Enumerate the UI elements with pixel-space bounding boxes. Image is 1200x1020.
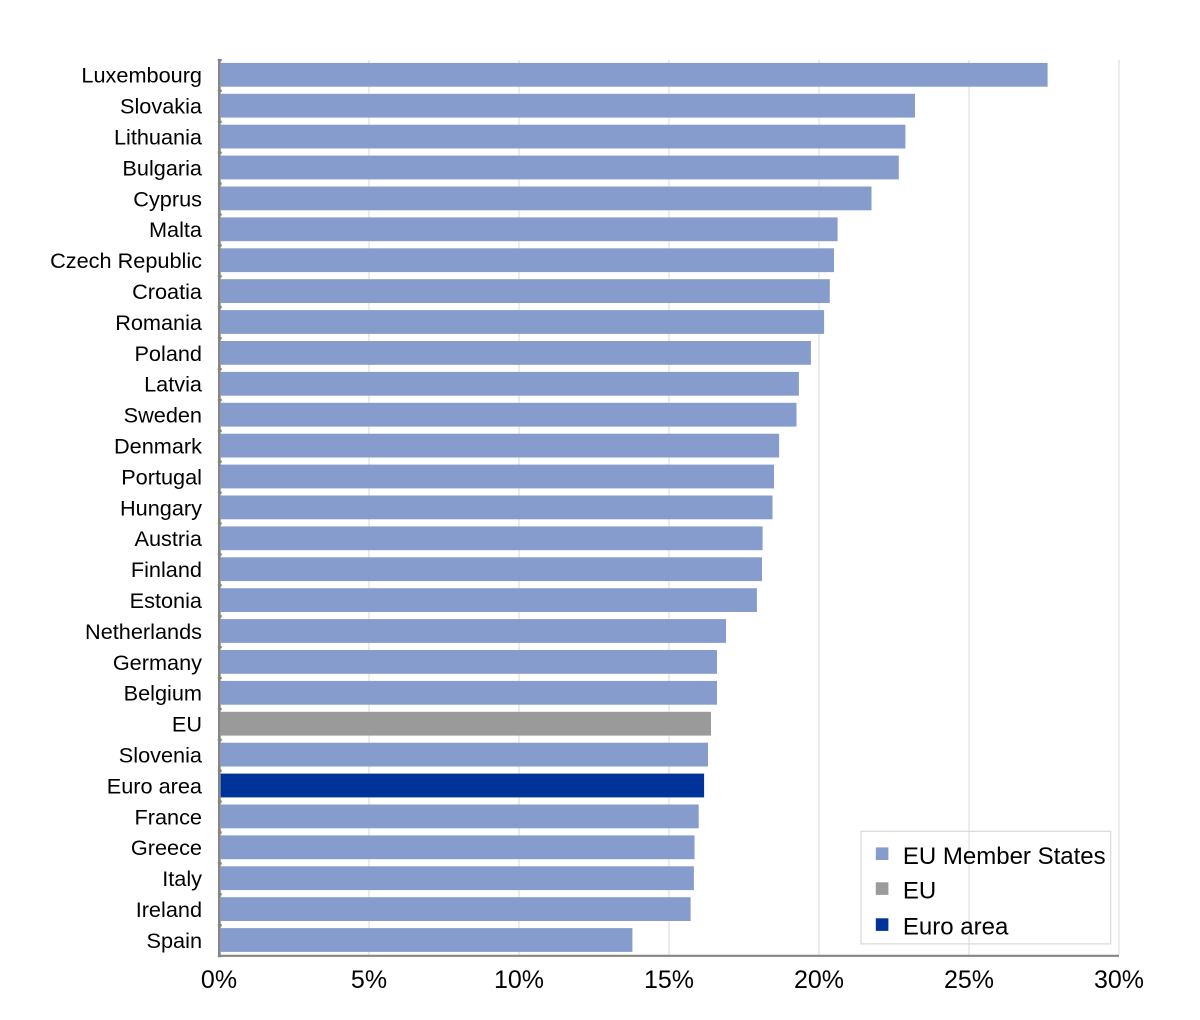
svg-text:Spain: Spain: [147, 928, 202, 953]
svg-text:Euro area: Euro area: [903, 914, 1009, 941]
svg-text:Slovenia: Slovenia: [119, 742, 203, 767]
svg-text:Netherlands: Netherlands: [85, 619, 202, 644]
svg-text:Slovakia: Slovakia: [120, 94, 203, 119]
svg-text:Romania: Romania: [115, 310, 203, 335]
svg-text:Poland: Poland: [134, 341, 202, 366]
svg-text:France: France: [135, 804, 203, 829]
svg-text:10%: 10%: [494, 966, 544, 994]
svg-text:EU: EU: [172, 712, 202, 737]
svg-text:Estonia: Estonia: [130, 588, 203, 613]
svg-text:Luxembourg: Luxembourg: [81, 63, 202, 88]
svg-text:Czech Republic: Czech Republic: [50, 248, 202, 273]
svg-text:Finland: Finland: [131, 557, 202, 582]
svg-text:Germany: Germany: [113, 650, 202, 675]
svg-text:Sweden: Sweden: [124, 403, 202, 428]
svg-text:5%: 5%: [351, 966, 387, 994]
svg-text:20%: 20%: [794, 966, 844, 994]
svg-text:Croatia: Croatia: [132, 279, 203, 304]
svg-text:30%: 30%: [1094, 966, 1144, 994]
svg-text:Euro area: Euro area: [107, 773, 203, 798]
svg-text:EU: EU: [903, 878, 936, 905]
svg-text:Cyprus: Cyprus: [133, 186, 202, 211]
svg-text:Denmark: Denmark: [114, 433, 202, 458]
svg-text:Bulgaria: Bulgaria: [122, 155, 203, 180]
svg-text:25%: 25%: [944, 966, 994, 994]
svg-text:Portugal: Portugal: [121, 464, 202, 489]
svg-text:Lithuania: Lithuania: [114, 124, 203, 149]
svg-text:Italy: Italy: [162, 866, 202, 891]
svg-text:15%: 15%: [644, 966, 694, 994]
svg-text:Latvia: Latvia: [144, 372, 203, 397]
svg-text:Hungary: Hungary: [120, 495, 202, 520]
svg-text:Ireland: Ireland: [136, 897, 202, 922]
svg-text:Belgium: Belgium: [124, 681, 202, 706]
svg-text:Austria: Austria: [135, 526, 203, 551]
svg-text:Greece: Greece: [131, 835, 202, 860]
svg-text:Malta: Malta: [149, 217, 203, 242]
svg-text:0%: 0%: [201, 966, 237, 994]
svg-text:EU Member States: EU Member States: [903, 843, 1106, 870]
